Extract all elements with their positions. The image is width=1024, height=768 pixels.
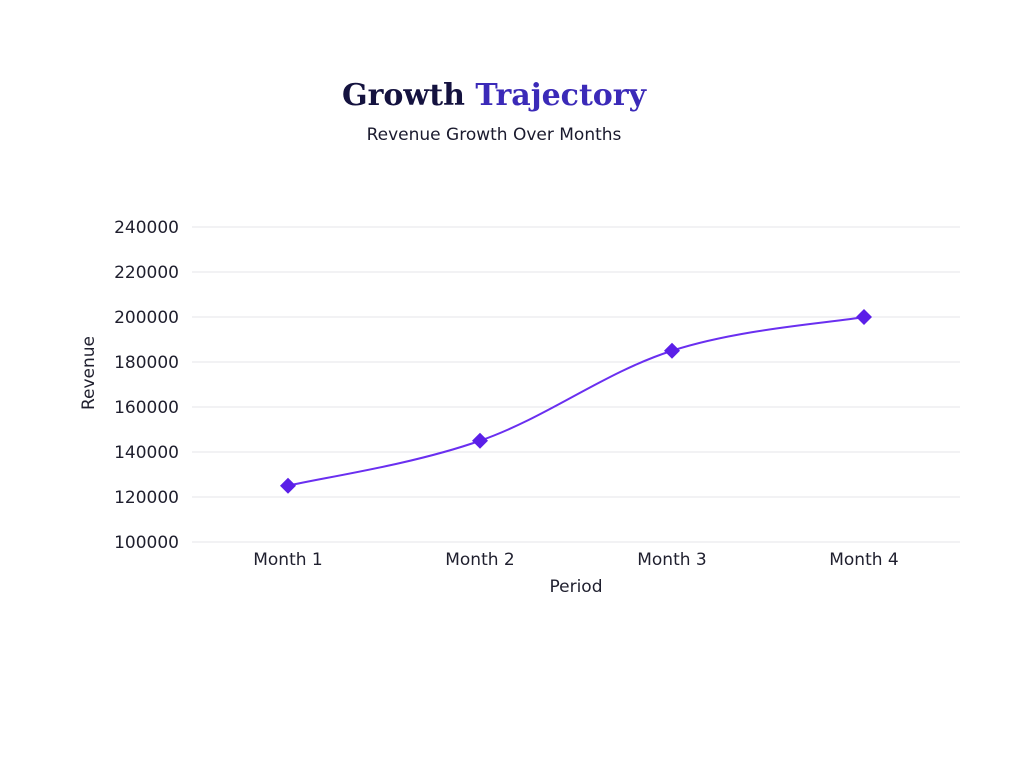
chart-title-part1: Growth — [341, 78, 465, 113]
y-tick-label: 160000 — [114, 398, 179, 418]
y-tick-label: 220000 — [114, 263, 179, 283]
chart-subtitle: Revenue Growth Over Months — [366, 125, 622, 145]
data-point-marker[interactable] — [280, 477, 296, 494]
x-tick-label: Month 1 — [253, 550, 323, 570]
chart-title-part2: Trajectory — [475, 78, 647, 113]
y-tick-label: 100000 — [114, 533, 179, 553]
series-line-revenue — [287, 316, 865, 487]
y-tick-label: 140000 — [114, 443, 179, 463]
y-tick-label: 200000 — [114, 308, 179, 328]
y-tick-label: 240000 — [114, 218, 179, 238]
y-tick-label: 120000 — [114, 488, 179, 508]
x-tick-label: Month 4 — [829, 550, 899, 570]
gridlines — [192, 226, 960, 543]
data-point-marker[interactable] — [472, 432, 488, 449]
chart-title: Growth Trajectory — [0, 74, 988, 118]
y-axis-label: Revenue — [79, 336, 99, 410]
data-point-marker[interactable] — [664, 342, 680, 359]
y-axis-ticks: 100000 120000 140000 160000 180000 200000 2200… — [114, 218, 179, 553]
data-markers — [280, 309, 872, 494]
y-tick-label: 180000 — [114, 353, 179, 373]
x-tick-label: Month 3 — [637, 550, 707, 570]
x-tick-label: Month 2 — [445, 550, 515, 570]
data-point-marker[interactable] — [856, 309, 872, 325]
x-axis-label: Period — [549, 577, 602, 597]
x-axis-ticks: Month 1 Month 2 Month 3 Month 4 — [253, 550, 899, 570]
